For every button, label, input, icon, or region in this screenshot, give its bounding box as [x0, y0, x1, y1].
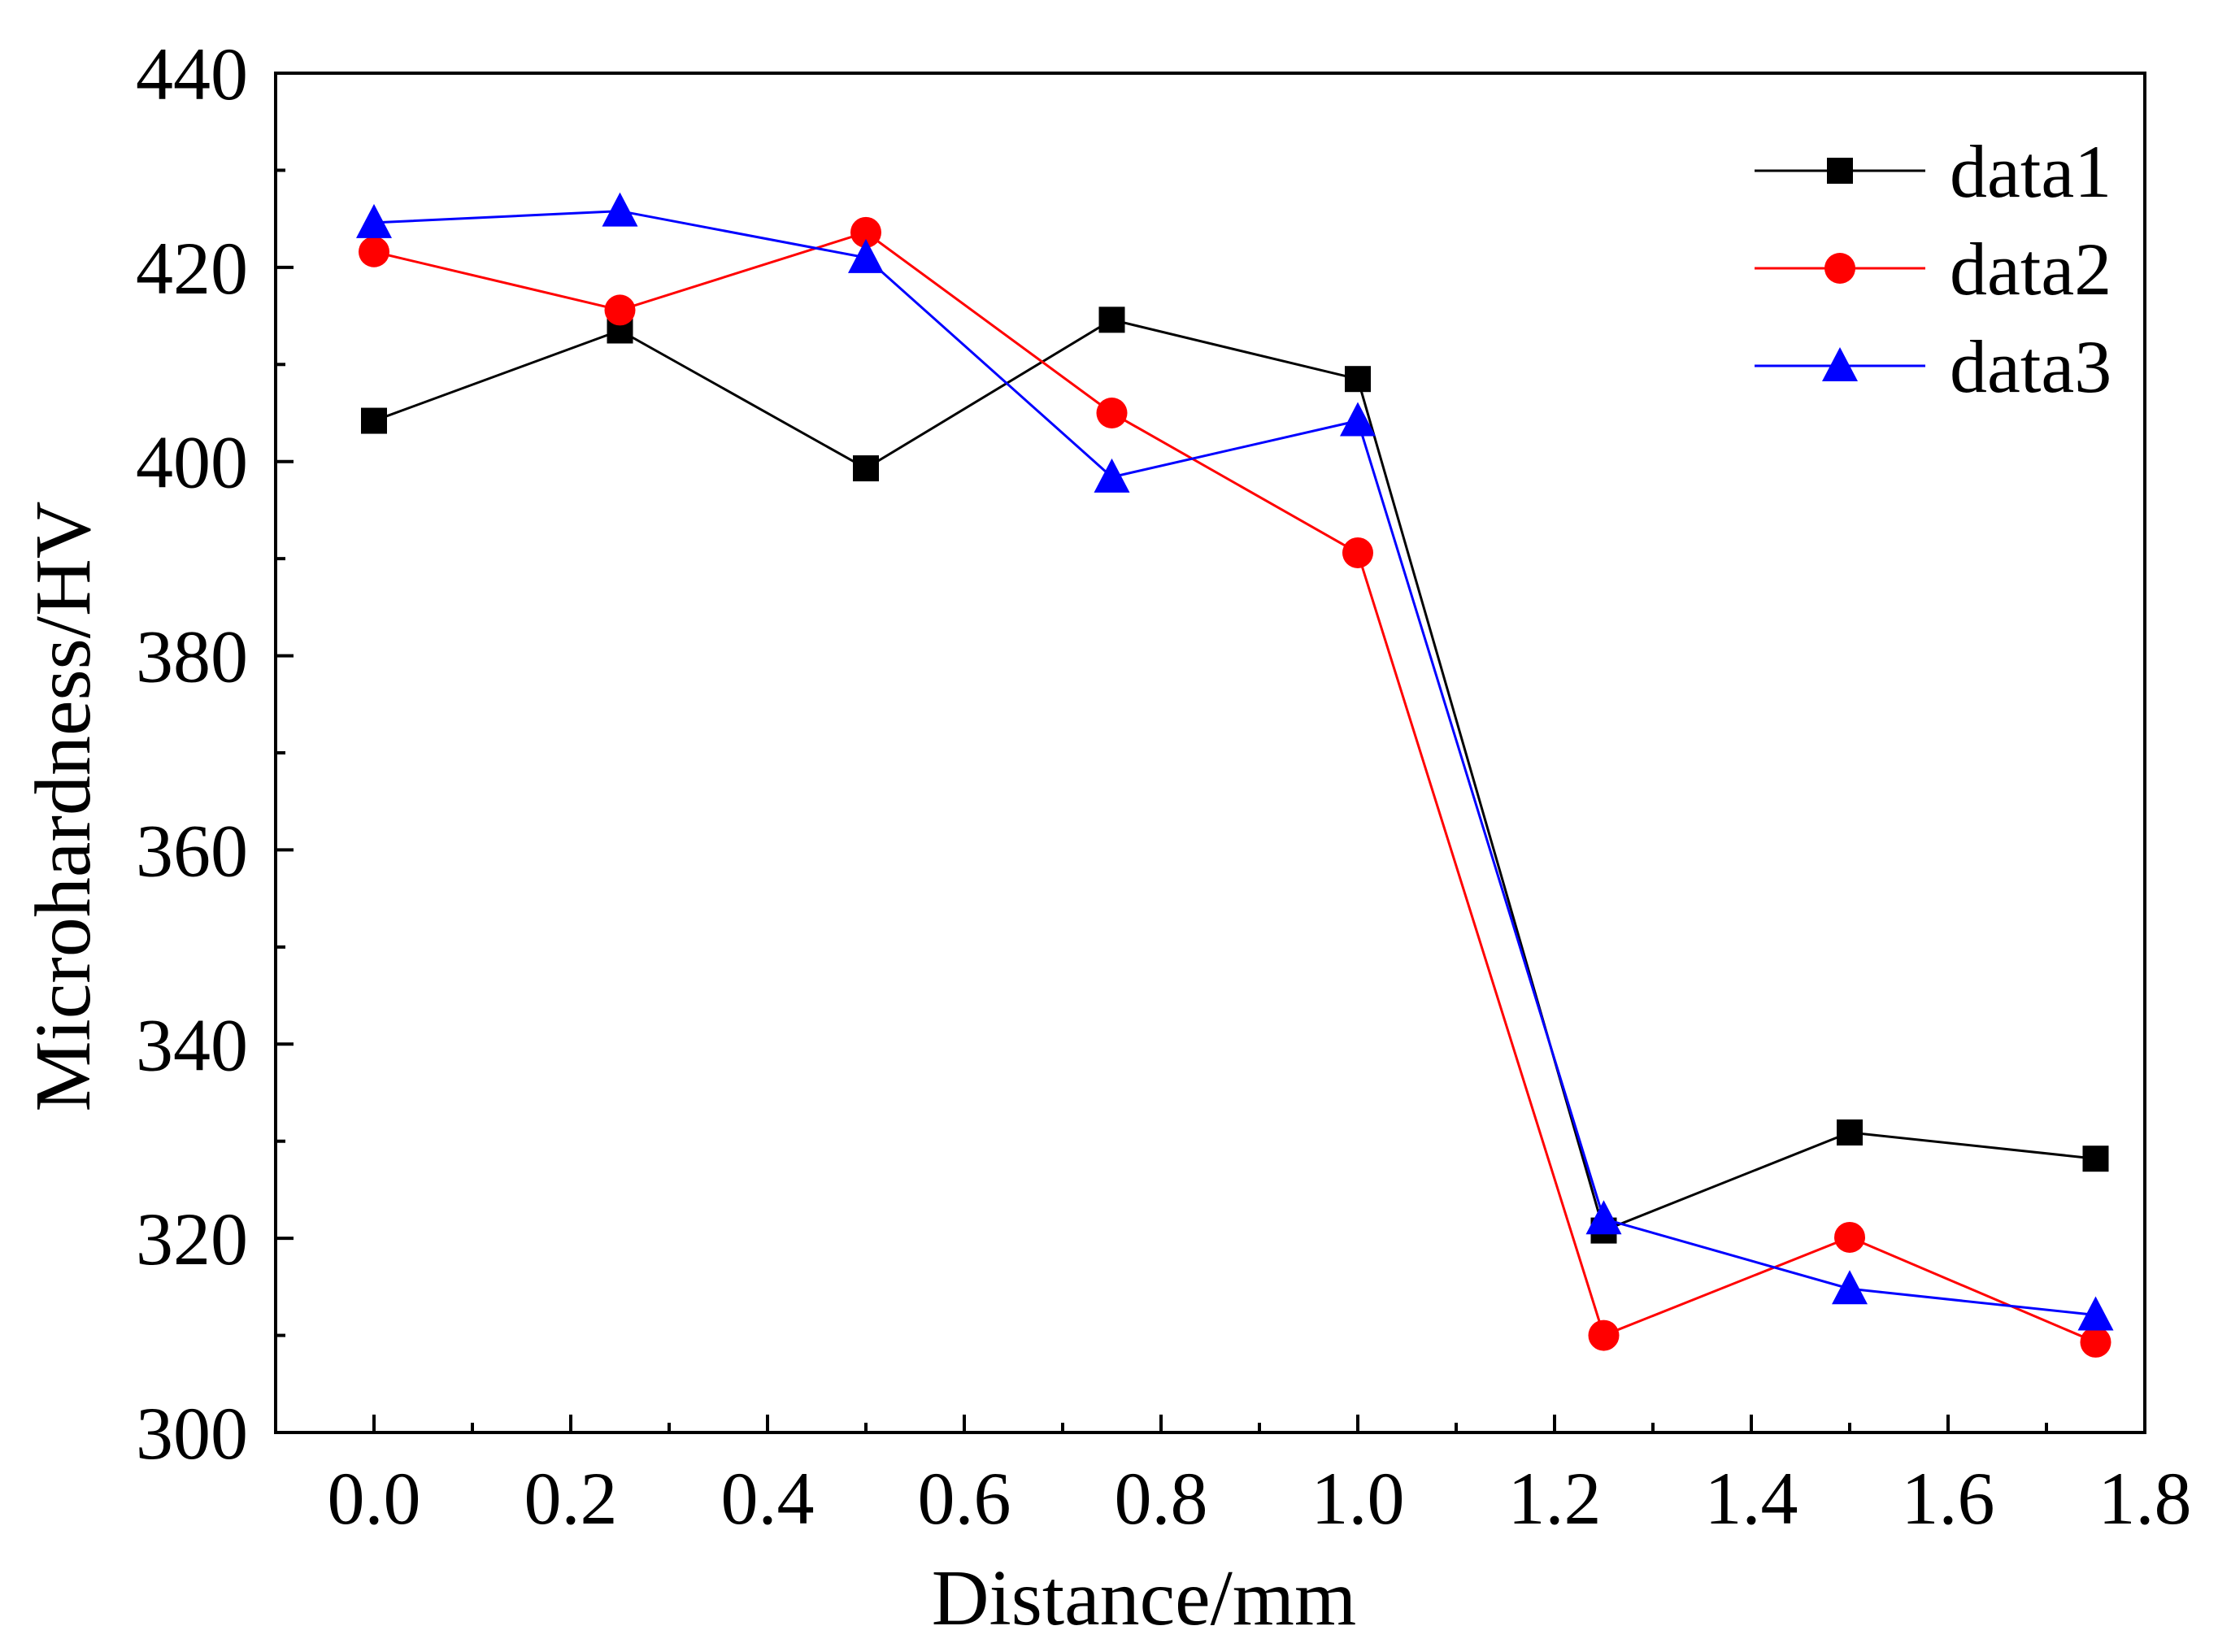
x-tick-label: 1.4 — [1705, 1457, 1798, 1540]
data-point-data2 — [850, 216, 881, 248]
legend-item-data2: data2 — [1755, 228, 2111, 311]
x-tick-label: 1.2 — [1508, 1457, 1602, 1540]
series-line-data2 — [373, 231, 2097, 1344]
x-tick-label: 1.8 — [2098, 1457, 2192, 1540]
x-tick-label: 1.0 — [1311, 1457, 1405, 1540]
series-data3 — [356, 192, 2114, 1331]
data-point-data3 — [848, 238, 884, 273]
y-tick-label: 420 — [136, 227, 248, 310]
data-point-data1 — [1098, 306, 1125, 333]
legend-item-data3: data3 — [1755, 325, 2111, 408]
y-tick-label: 440 — [136, 33, 248, 115]
data-point-data3 — [602, 192, 638, 227]
series-line-data1 — [373, 318, 2096, 1232]
data-point-data1 — [1345, 366, 1371, 393]
data-point-data2 — [1342, 537, 1373, 568]
data-point-data3 — [1832, 1270, 1868, 1305]
x-tick-label: 0.2 — [524, 1457, 618, 1540]
data-point-data2 — [1096, 398, 1128, 428]
data-point-data2 — [2080, 1326, 2111, 1358]
legend-label: data2 — [1950, 228, 2111, 311]
y-tick-label: 360 — [136, 809, 248, 892]
y-tick-label: 400 — [136, 421, 248, 504]
series-line-data3 — [373, 210, 2096, 1316]
x-tick-label: 0.8 — [1115, 1457, 1208, 1540]
data-point-data1 — [2082, 1146, 2109, 1172]
data-point-data2 — [1834, 1221, 1865, 1253]
data-point-data2 — [359, 236, 389, 267]
series-layer — [356, 192, 2114, 1358]
data-point-data1 — [853, 455, 879, 482]
data-point-data2 — [604, 294, 636, 326]
y-tick-label: 340 — [136, 1003, 248, 1086]
legend-label: data3 — [1950, 325, 2111, 408]
x-tick-label: 0.4 — [721, 1457, 815, 1540]
data-point-data2 — [1588, 1319, 1620, 1351]
x-tick-label: 0.6 — [918, 1457, 1011, 1540]
x-axis-label: Distance/mm — [932, 1554, 1357, 1642]
data-point-data3 — [1585, 1200, 1622, 1235]
legend-marker — [1822, 347, 1858, 381]
data-point-data1 — [1837, 1119, 1863, 1146]
y-tick-label: 380 — [136, 615, 248, 698]
legend: data1 data2 data3 — [1755, 130, 2111, 408]
x-tick-label: 0.0 — [328, 1457, 421, 1540]
data-point-data3 — [2077, 1296, 2114, 1331]
data-point-data3 — [1340, 402, 1376, 437]
x-tick-label: 1.6 — [1902, 1457, 1995, 1540]
legend-marker — [1824, 253, 1855, 284]
series-data2 — [359, 216, 2111, 1358]
data-point-data3 — [1094, 458, 1130, 493]
legend-item-data1: data1 — [1755, 130, 2111, 213]
y-tick-label: 320 — [136, 1198, 248, 1280]
axes-layer: 0.0 0.2 0.4 0.6 0.8 1.0 1.2 1.4 1.6 1.8 300 320 340 3… — [136, 33, 2192, 1540]
y-tick-label: 300 — [136, 1392, 248, 1475]
legend-marker — [1827, 158, 1853, 184]
legend-label: data1 — [1950, 130, 2111, 213]
y-axis-label: Microhardness/HV — [20, 501, 107, 1111]
data-point-data1 — [361, 407, 387, 434]
data-point-data3 — [356, 203, 392, 238]
